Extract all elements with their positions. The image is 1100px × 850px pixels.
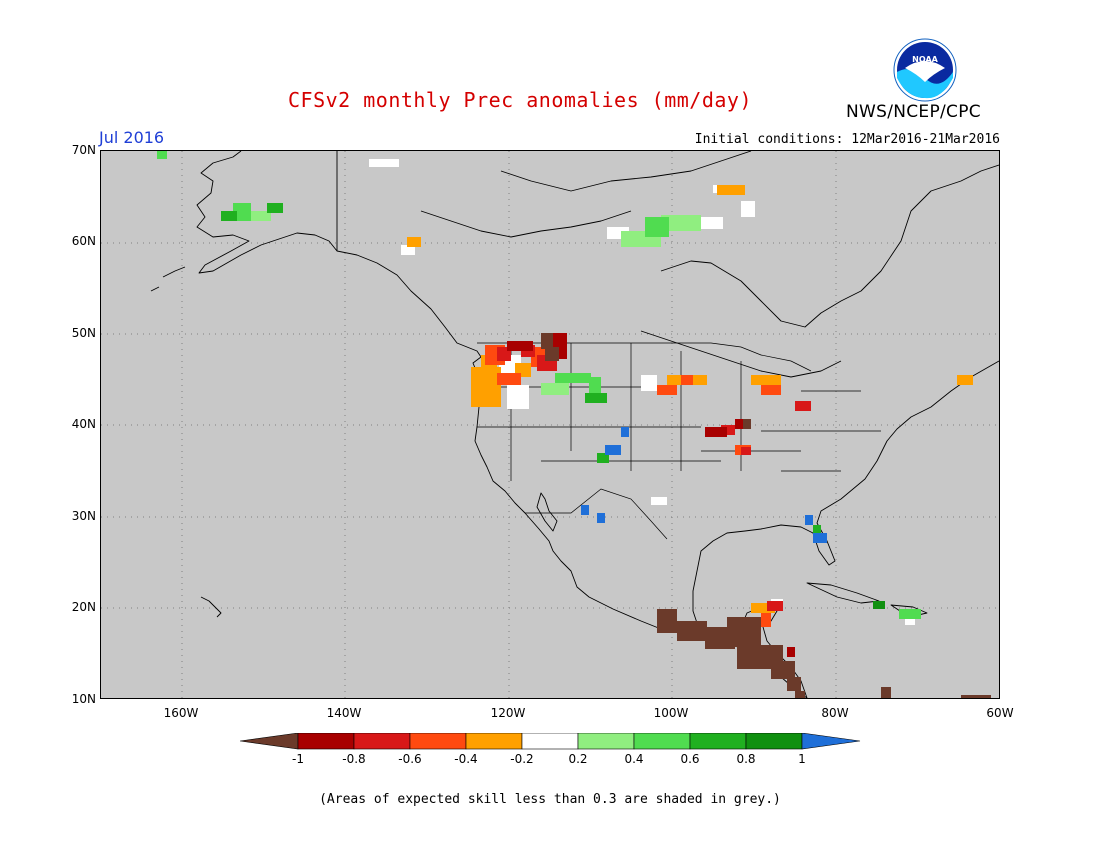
lat-label-60n: 60N — [71, 234, 96, 248]
legend-label: 0.8 — [736, 752, 756, 766]
forecast-month: Jul 2016 — [99, 128, 165, 147]
legend-label: -0.6 — [398, 752, 422, 766]
chart-title: CFSv2 monthly Prec anomalies (mm/day) — [287, 88, 753, 112]
lat-label-50n: 50N — [71, 326, 96, 340]
map-panel — [100, 150, 1000, 699]
legend-label: 0.2 — [568, 752, 588, 766]
lat-label-20n: 20N — [71, 600, 96, 614]
lat-label-10n: 10N — [71, 692, 96, 706]
legend-bin — [689, 733, 747, 750]
lon-label-140w: 140W — [326, 706, 362, 720]
legend-bin — [633, 733, 691, 750]
legend-label: 0.6 — [680, 752, 700, 766]
legend-bin — [297, 733, 355, 750]
anomaly-cells — [157, 151, 991, 698]
legend-label: 0.4 — [624, 752, 644, 766]
lon-label-100w: 100W — [653, 706, 689, 720]
noaa-logo: NOAA — [893, 38, 957, 102]
legend-label: -0.8 — [342, 752, 366, 766]
legend-bin — [465, 733, 523, 750]
initial-conditions: Initial conditions: 12Mar2016-21Mar2016 — [694, 132, 1000, 147]
legend-bin — [577, 733, 635, 750]
lon-label-80w: 80W — [821, 706, 849, 720]
legend-label: -0.4 — [454, 752, 478, 766]
political-borders — [477, 342, 881, 540]
map-grid — [101, 151, 999, 698]
legend-max-arrow — [801, 733, 861, 750]
agency-label: NWS/NCEP/CPC — [846, 102, 981, 122]
lat-label-30n: 30N — [71, 509, 96, 523]
legend-label: -1 — [292, 752, 304, 766]
legend-bin — [745, 733, 803, 750]
lon-label-160w: 160W — [163, 706, 199, 720]
lat-label-40n: 40N — [71, 417, 96, 431]
svg-text:NOAA: NOAA — [912, 55, 938, 64]
legend-min-arrow — [240, 733, 299, 750]
lat-label-70n: 70N — [71, 143, 96, 157]
legend-label: 1 — [798, 752, 806, 766]
map-canvas — [101, 151, 999, 698]
legend-bin — [353, 733, 411, 750]
legend-bin — [409, 733, 467, 750]
lon-label-120w: 120W — [490, 706, 526, 720]
legend-label: -0.2 — [510, 752, 534, 766]
lon-label-60w: 60W — [986, 706, 1014, 720]
skill-footnote: (Areas of expected skill less than 0.3 a… — [319, 792, 781, 807]
legend-bin — [521, 733, 579, 750]
legend-colorbar — [240, 733, 861, 750]
